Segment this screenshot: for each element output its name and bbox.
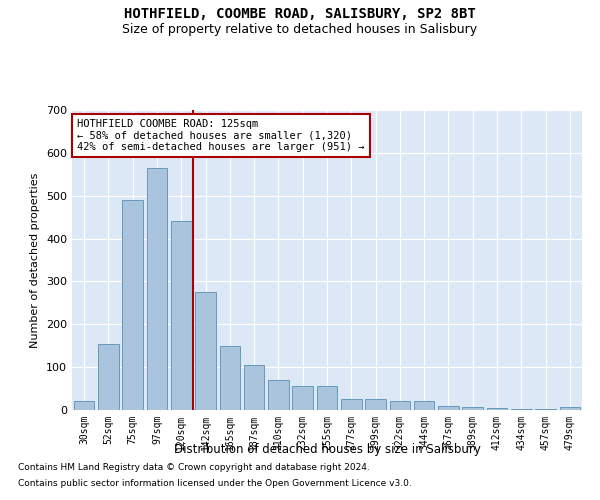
Bar (195, 292, 216, 410)
Bar (171, 222, 191, 410)
Bar (98, 344, 119, 410)
Bar (122, 200, 143, 410)
Bar (365, 400, 386, 410)
Y-axis label: Number of detached properties: Number of detached properties (31, 172, 40, 348)
Text: Contains public sector information licensed under the Open Government Licence v3: Contains public sector information licen… (18, 478, 412, 488)
Bar (463, 406, 483, 410)
Bar (244, 365, 265, 410)
Bar (220, 346, 240, 410)
Bar (487, 408, 508, 410)
Bar (560, 406, 580, 410)
Text: HOTHFIELD, COOMBE ROAD, SALISBURY, SP2 8BT: HOTHFIELD, COOMBE ROAD, SALISBURY, SP2 8… (124, 8, 476, 22)
Bar (389, 402, 410, 410)
Bar (146, 168, 167, 410)
Bar (268, 380, 289, 410)
Bar (414, 402, 434, 410)
Bar (74, 402, 94, 410)
Bar (341, 400, 362, 410)
Text: Distribution of detached houses by size in Salisbury: Distribution of detached houses by size … (173, 442, 481, 456)
Text: Size of property relative to detached houses in Salisbury: Size of property relative to detached ho… (122, 22, 478, 36)
Bar (511, 408, 532, 410)
Bar (535, 408, 556, 410)
Text: Contains HM Land Registry data © Crown copyright and database right 2024.: Contains HM Land Registry data © Crown c… (18, 464, 370, 472)
Bar (438, 406, 459, 410)
Bar (292, 386, 313, 410)
Bar (317, 386, 337, 410)
Text: HOTHFIELD COOMBE ROAD: 125sqm
← 58% of detached houses are smaller (1,320)
42% o: HOTHFIELD COOMBE ROAD: 125sqm ← 58% of d… (77, 119, 365, 152)
